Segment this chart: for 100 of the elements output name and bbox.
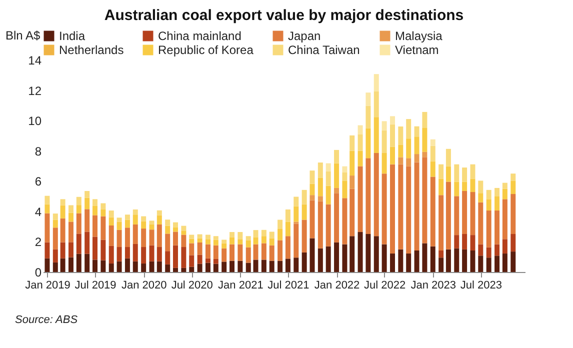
bar bbox=[165, 264, 170, 272]
bar bbox=[510, 174, 516, 181]
bar bbox=[238, 232, 243, 240]
bar bbox=[205, 234, 210, 240]
bar bbox=[124, 214, 130, 220]
bar bbox=[422, 112, 428, 128]
bar bbox=[470, 250, 476, 272]
bar bbox=[366, 92, 371, 106]
x-tick-label: Jul 2019 bbox=[74, 280, 116, 292]
bar bbox=[205, 258, 210, 263]
bar bbox=[132, 214, 138, 224]
bar bbox=[422, 128, 428, 152]
bar bbox=[238, 239, 243, 244]
bar bbox=[124, 247, 130, 258]
bar bbox=[238, 244, 243, 261]
bar bbox=[326, 171, 331, 186]
bar bbox=[92, 236, 98, 260]
bar bbox=[68, 205, 74, 213]
bar bbox=[326, 246, 331, 272]
bar bbox=[60, 199, 66, 206]
bar bbox=[382, 174, 387, 244]
bar bbox=[430, 246, 436, 272]
bar bbox=[261, 236, 266, 244]
bar bbox=[269, 232, 274, 238]
x-tick-label: Jan 2023 bbox=[410, 280, 456, 292]
bar bbox=[205, 239, 210, 244]
bar bbox=[278, 240, 283, 261]
bar bbox=[334, 242, 340, 272]
bar bbox=[414, 126, 420, 137]
bar bbox=[342, 180, 348, 198]
bar bbox=[334, 163, 340, 188]
bar bbox=[92, 206, 98, 216]
bar bbox=[390, 164, 395, 254]
bar bbox=[213, 258, 218, 264]
bar bbox=[205, 244, 210, 258]
bar bbox=[390, 146, 395, 164]
bar bbox=[406, 158, 412, 166]
bar bbox=[60, 242, 66, 258]
bar bbox=[285, 209, 290, 222]
bar bbox=[358, 150, 363, 166]
bar bbox=[197, 242, 202, 255]
bar bbox=[358, 166, 363, 232]
bar bbox=[318, 178, 323, 196]
bar bbox=[446, 182, 451, 250]
bar bbox=[398, 249, 404, 272]
bar bbox=[141, 247, 146, 264]
bar bbox=[60, 258, 66, 272]
bar bbox=[84, 254, 90, 272]
bar bbox=[165, 251, 170, 264]
bar bbox=[173, 245, 178, 268]
bar bbox=[358, 125, 363, 135]
bar bbox=[470, 192, 476, 236]
legend-label: Republic of Korea bbox=[158, 43, 254, 57]
bar bbox=[92, 199, 98, 206]
bar bbox=[173, 268, 178, 272]
bar bbox=[173, 222, 178, 228]
y-tick-label: 6 bbox=[34, 174, 42, 189]
bar bbox=[470, 235, 476, 250]
bar bbox=[230, 237, 234, 244]
bar bbox=[189, 234, 194, 239]
bar bbox=[84, 198, 90, 210]
bar bbox=[494, 210, 500, 244]
bar bbox=[350, 150, 355, 176]
bar bbox=[438, 258, 444, 272]
y-tick-label: 14 bbox=[28, 54, 42, 68]
bar bbox=[156, 210, 162, 216]
bar bbox=[414, 250, 420, 272]
bar bbox=[398, 126, 404, 145]
x-tick-label: Jan 2020 bbox=[121, 280, 167, 292]
bar bbox=[382, 152, 387, 174]
bar bbox=[478, 193, 484, 202]
bar bbox=[189, 255, 194, 267]
bar bbox=[156, 215, 162, 224]
bar bbox=[76, 196, 82, 206]
bar bbox=[84, 209, 90, 232]
bar bbox=[342, 166, 348, 173]
bar bbox=[414, 154, 420, 162]
bar bbox=[294, 206, 299, 222]
bar bbox=[76, 205, 82, 214]
bar bbox=[334, 193, 340, 242]
bar bbox=[294, 196, 299, 206]
bar bbox=[430, 161, 436, 177]
bar bbox=[310, 184, 315, 196]
bar bbox=[116, 247, 122, 262]
bar bbox=[132, 261, 138, 272]
bar bbox=[350, 135, 355, 151]
bar bbox=[278, 228, 283, 240]
bar bbox=[438, 195, 444, 250]
bar bbox=[213, 236, 218, 240]
bar bbox=[222, 243, 227, 248]
bar bbox=[246, 262, 251, 272]
bar bbox=[366, 106, 371, 128]
bar bbox=[181, 268, 186, 272]
bar bbox=[398, 144, 404, 158]
bar bbox=[342, 244, 348, 272]
bar bbox=[446, 166, 451, 182]
bar bbox=[156, 247, 162, 262]
bar bbox=[310, 170, 315, 184]
bar bbox=[326, 163, 331, 172]
bar bbox=[108, 226, 114, 246]
